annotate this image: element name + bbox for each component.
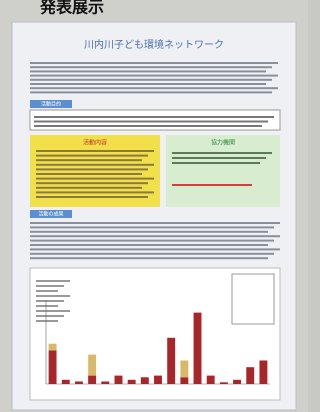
text-line	[30, 75, 278, 77]
bar	[180, 360, 188, 377]
bar	[62, 380, 70, 384]
text-line	[34, 116, 274, 118]
text-line	[30, 70, 266, 72]
text-line	[36, 315, 64, 317]
bar	[75, 381, 83, 384]
text-line	[30, 244, 268, 246]
bar	[167, 338, 175, 384]
text-line	[36, 191, 154, 193]
text-line	[36, 168, 148, 170]
section-heading: 活動の成果	[38, 211, 63, 218]
bar	[101, 381, 109, 384]
bar	[207, 376, 215, 384]
text-line	[30, 66, 272, 68]
text-line	[30, 83, 266, 85]
text-line	[36, 155, 148, 157]
bar	[220, 382, 228, 384]
text-line	[30, 91, 272, 93]
text-line	[34, 125, 262, 127]
poster-title: 川内川子ども環境ネットワーク	[84, 38, 224, 51]
bar	[128, 380, 136, 384]
text-line	[30, 253, 274, 255]
bar	[49, 350, 57, 384]
bar	[88, 376, 96, 384]
text-line	[36, 182, 148, 184]
bar	[49, 344, 57, 351]
text-line	[36, 164, 154, 166]
photo: 発表展示 川内川子ども環境ネットワーク 活動目的 活動内容 協力機関 活動の成果	[0, 0, 308, 412]
text-line	[30, 87, 278, 89]
text-line	[36, 295, 70, 297]
bar	[180, 377, 188, 384]
bar	[115, 376, 123, 384]
text-line	[36, 300, 64, 302]
text-line	[36, 285, 64, 287]
page: 発表展示 川内川子ども環境ネットワーク 活動目的 活動内容 協力機関 活動の成果…	[0, 0, 308, 412]
text-line	[36, 310, 70, 312]
text-line	[30, 79, 272, 81]
bar	[246, 367, 254, 384]
box-heading: 協力機関	[211, 139, 235, 147]
box-heading: 活動内容	[83, 139, 107, 147]
text-line	[172, 162, 260, 164]
text-line	[30, 231, 268, 233]
text-line	[36, 187, 142, 189]
text-line	[172, 152, 272, 154]
text-line	[30, 257, 268, 259]
text-line	[34, 121, 268, 123]
text-line	[36, 280, 70, 282]
bar	[88, 355, 96, 376]
bar	[154, 376, 162, 384]
text-line	[36, 150, 154, 152]
legend-box	[232, 274, 274, 324]
caption: 発表展示	[39, 0, 104, 17]
bar	[233, 380, 241, 384]
text-line	[30, 240, 274, 242]
text-line	[30, 226, 274, 228]
text-line	[30, 235, 280, 237]
text-line	[36, 196, 148, 198]
text-line	[36, 290, 58, 292]
text-line	[172, 184, 252, 186]
text-line	[36, 305, 58, 307]
bar	[259, 360, 267, 384]
text-line	[30, 222, 280, 224]
text-line	[36, 320, 58, 322]
text-line	[30, 248, 280, 250]
text-line	[36, 173, 142, 175]
text-line	[36, 159, 142, 161]
text-line	[36, 178, 154, 180]
text-line	[30, 62, 278, 64]
section-heading: 活動目的	[41, 101, 61, 108]
bar	[194, 313, 202, 384]
bar	[141, 377, 149, 384]
text-line	[172, 157, 266, 159]
